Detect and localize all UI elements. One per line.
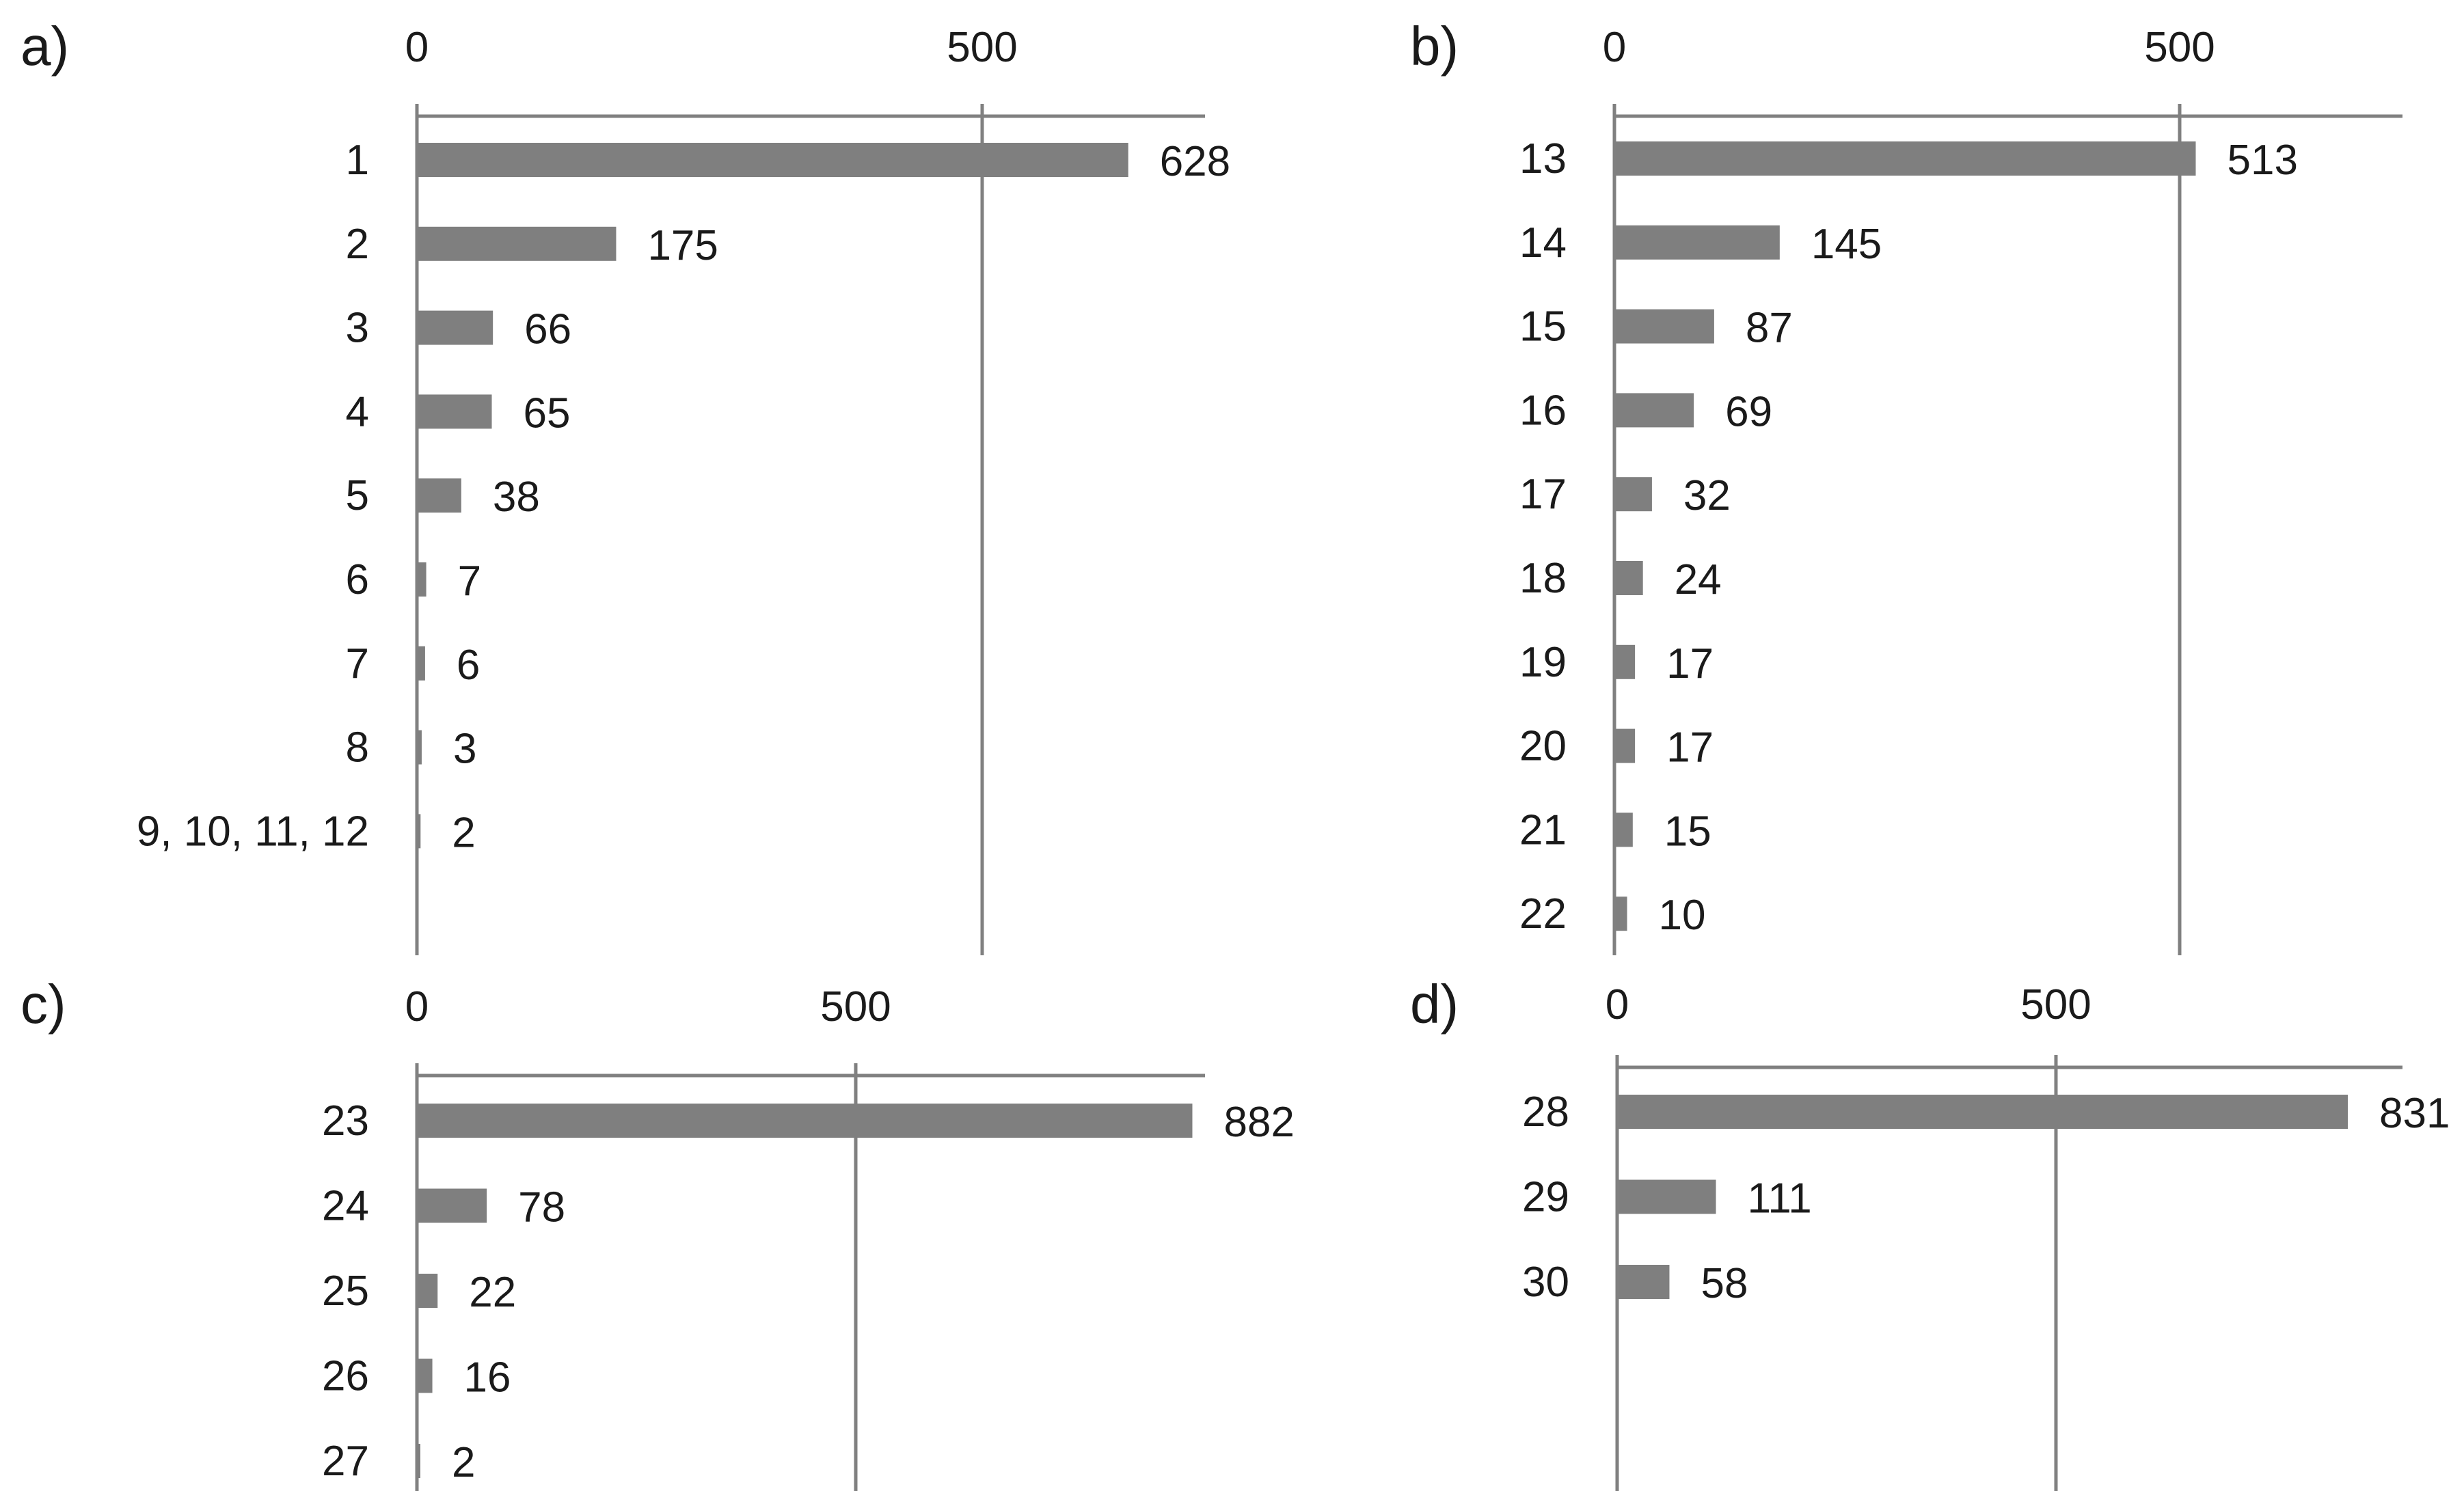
chart-2-category-label: 13 [1519, 135, 1567, 182]
chart-3-bar-4 [418, 1358, 433, 1393]
chart-1-data-label: 175 [647, 222, 718, 269]
chart-2-data-label: 17 [1666, 724, 1714, 771]
chart-2-category-label: 19 [1519, 639, 1567, 686]
chart-3-x-tick-label: 500 [820, 983, 891, 1030]
chart-4-data-label: 831 [2379, 1090, 2450, 1137]
chart-4-bar-3 [1619, 1265, 1670, 1299]
chart-2-bar-2 [1616, 225, 1780, 260]
chart-1-category-label: 4 [346, 388, 369, 435]
chart-1-bar-8 [418, 730, 422, 765]
chart-3-bar-5 [418, 1444, 420, 1478]
chart-3-category-label: 26 [322, 1353, 369, 1400]
chart-2-data-label: 15 [1664, 808, 1711, 855]
chart-1-category-label: 8 [346, 724, 369, 771]
chart-2-category-label: 17 [1519, 471, 1567, 518]
chart-1-panel-label: a) [21, 16, 69, 77]
chart-2-category-label: 14 [1519, 219, 1567, 266]
chart-2-bar-6 [1616, 561, 1643, 595]
chart-2-data-label: 32 [1683, 472, 1731, 519]
chart-3-data-label: 78 [518, 1184, 565, 1231]
chart-4-panel-label: d) [1410, 974, 1459, 1035]
chart-2-data-label: 87 [1746, 305, 1793, 352]
chart-1-data-label: 6 [457, 642, 480, 689]
chart-4-data-label: 58 [1701, 1260, 1748, 1307]
chart-1-bar-7 [418, 646, 425, 681]
chart-2-bar-5 [1616, 477, 1652, 512]
chart-3-data-label: 2 [452, 1439, 475, 1486]
chart-1-bar-5 [418, 478, 461, 513]
chart-2-bar-1 [1616, 141, 2196, 176]
chart-2-bar-3 [1616, 309, 1714, 344]
chart-4-bar-1 [1619, 1095, 2348, 1129]
chart-2-x-tick-label: 500 [2144, 24, 2215, 71]
chart-1-category-label: 9, 10, 11, 12 [137, 808, 369, 855]
chart-2-x-tick-label: 0 [1603, 24, 1626, 71]
chart-2-bar-10 [1616, 897, 1627, 931]
chart-2-bar-4 [1616, 393, 1694, 428]
chart-2-category-label: 20 [1519, 723, 1567, 770]
chart-2-data-label: 17 [1666, 640, 1714, 687]
chart-2-data-label: 24 [1675, 556, 1722, 603]
chart-1-x-tick-label: 500 [947, 24, 1017, 71]
chart-1-data-label: 38 [493, 474, 540, 521]
chart-4-category-label: 29 [1522, 1174, 1569, 1221]
chart-2-data-label: 10 [1659, 892, 1706, 939]
chart-1-data-label: 66 [524, 306, 571, 353]
chart-2-category-label: 16 [1519, 387, 1567, 434]
chart-3-bar-3 [418, 1274, 438, 1308]
chart-1-data-label: 3 [453, 726, 476, 773]
chart-1-bar-1 [418, 143, 1128, 177]
chart-1-data-label: 65 [524, 389, 571, 437]
chart-1-bar-4 [418, 394, 492, 429]
chart-4-category-label: 28 [1522, 1089, 1569, 1136]
chart-2-category-label: 18 [1519, 555, 1567, 602]
chart-2-data-label: 69 [1725, 388, 1772, 435]
chart-1-category-label: 6 [346, 556, 369, 603]
chart-3-data-label: 882 [1223, 1099, 1294, 1146]
chart-3-data-label: 16 [464, 1354, 511, 1401]
chart-4-x-tick-label: 500 [2020, 981, 2091, 1028]
chart-2-bar-7 [1616, 644, 1636, 679]
chart-2-bar-8 [1616, 728, 1636, 763]
chart-4-bar-2 [1619, 1179, 1716, 1214]
chart-1-bar-3 [418, 310, 493, 345]
chart-3-category-label: 24 [322, 1183, 369, 1230]
chart-2-category-label: 15 [1519, 303, 1567, 351]
chart-2-category-label: 21 [1519, 806, 1567, 853]
chart-1-category-label: 1 [346, 137, 369, 184]
chart-1-category-label: 2 [346, 221, 369, 268]
chart-2-panel-label: b) [1410, 16, 1459, 77]
chart-1-data-label: 7 [458, 558, 481, 605]
chart-3-bar-1 [418, 1104, 1193, 1138]
chart-4-data-label: 111 [1748, 1175, 1812, 1222]
chart-1-x-tick-label: 0 [405, 24, 429, 71]
chart-3-category-label: 27 [322, 1438, 369, 1485]
chart-1-bar-9 [418, 814, 421, 849]
chart-3-category-label: 25 [322, 1268, 369, 1315]
chart-3-panel-label: c) [21, 974, 66, 1035]
chart-1-bar-6 [418, 562, 427, 597]
chart-2-category-label: 22 [1519, 890, 1567, 938]
chart-1-category-label: 7 [346, 640, 369, 687]
chart-4-category-label: 30 [1522, 1259, 1569, 1306]
chart-1-data-label: 628 [1160, 138, 1230, 185]
chart-3-category-label: 23 [322, 1097, 369, 1145]
chart-3-data-label: 22 [469, 1269, 516, 1316]
chart-1-data-label: 2 [452, 809, 475, 856]
chart-3-bar-2 [418, 1188, 487, 1223]
chart-4-x-tick-label: 0 [1606, 981, 1629, 1028]
chart-2-data-label: 145 [1811, 221, 1882, 268]
chart-1-category-label: 3 [346, 305, 369, 352]
chart-1-category-label: 5 [346, 472, 369, 519]
chart-2-data-label: 513 [2228, 137, 2298, 184]
chart-3-x-tick-label: 0 [405, 983, 429, 1030]
chart-2-bar-9 [1616, 812, 1633, 847]
chart-1-bar-2 [418, 226, 617, 261]
